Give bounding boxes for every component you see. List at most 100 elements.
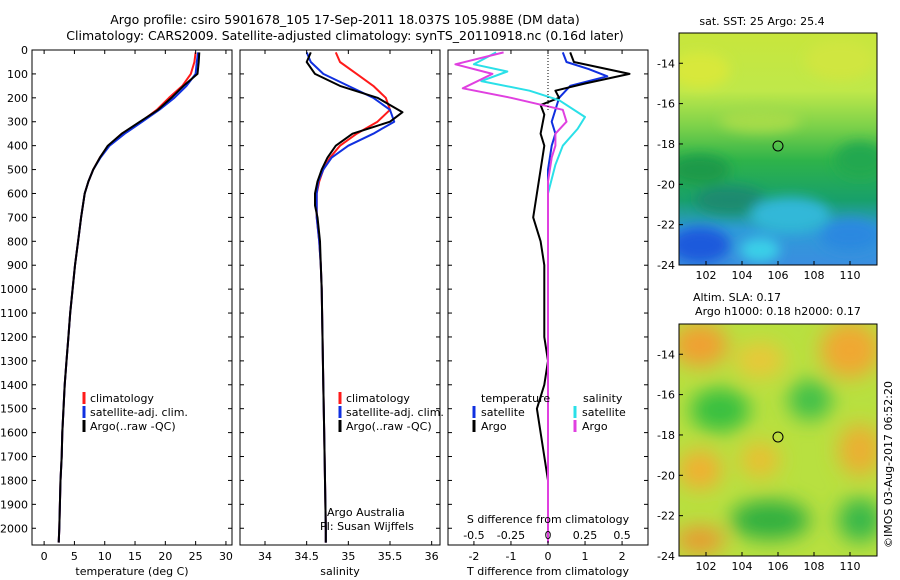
lat-tick-label: -20	[657, 178, 675, 191]
legend-temp-satellite-label: satellite	[481, 406, 525, 419]
x-tick-label: 35.5	[378, 550, 403, 563]
depth-tick-label: 200	[7, 92, 28, 105]
lon-tick-label: 110	[840, 560, 861, 573]
series-line-climatology	[57, 52, 197, 543]
depth-tick-label: 500	[7, 164, 28, 177]
difference-s-ticks: -0.5 -0.25 0 0.25 0.5	[463, 529, 631, 542]
x-tick-label: 36	[425, 550, 439, 563]
series-line-temperature-argo	[532, 52, 631, 543]
lat-tick-label: -18	[657, 429, 675, 442]
depth-tick-label: 1000	[0, 283, 28, 296]
depth-tick-label: 100	[7, 68, 28, 81]
legend-argo-label: Argo(..raw -QC)	[90, 420, 176, 433]
lon-tick-label: 106	[768, 560, 789, 573]
series-line-argo-raw-qc-	[57, 52, 201, 543]
lat-tick-label: -14	[657, 57, 675, 70]
s-difference-x-label: S difference from climatology	[467, 513, 630, 526]
depth-tick-label: 700	[7, 211, 28, 224]
legend-satellite-label: satellite-adj. clim.	[90, 406, 188, 419]
difference-series	[454, 51, 631, 543]
legend-salinity-header: salinity	[583, 392, 623, 405]
depth-tick-label: 1800	[0, 474, 28, 487]
difference-legend: temperature salinity satellite Argo sate…	[472, 392, 626, 433]
lon-tick-label: 102	[696, 560, 717, 573]
argo-location-marker	[772, 140, 784, 152]
depth-axis: 0 100 200 300 400 500 600 700 800 900 1000 1100 1200…	[0, 44, 648, 535]
sst-map: sat. SST: 25 Argo: 25.4 -14-16-18-20-22-…	[657, 15, 878, 282]
t-difference-x-label: T difference from climatology	[466, 565, 629, 578]
depth-tick-label: 0	[21, 44, 28, 57]
lon-tick-label: 108	[804, 560, 825, 573]
lat-tick-label: -24	[657, 550, 675, 563]
temperature-legend: climatology satellite-adj. clim. Argo(..…	[82, 392, 188, 433]
salinity-legend: climatology satellite-adj. clim. Argo(..…	[320, 392, 444, 533]
lon-tick-label: 104	[732, 269, 753, 282]
lon-tick-label: 102	[696, 269, 717, 282]
depth-tick-label: 400	[7, 140, 28, 153]
lat-tick-label: -24	[657, 259, 675, 272]
sst-map-title: sat. SST: 25 Argo: 25.4	[699, 15, 824, 28]
salinity-x-ticks: 34 34.5 35 35.5 36	[258, 50, 439, 563]
depth-tick-label: 900	[7, 259, 28, 272]
x-tick-label: -2	[468, 550, 479, 563]
x-tick-label: 2	[619, 550, 626, 563]
depth-tick-label: 1100	[0, 307, 28, 320]
x-tick-label: 25	[189, 550, 203, 563]
depth-tick-label: 1300	[0, 355, 28, 368]
s-difference-tick-label: 0	[545, 529, 552, 542]
sla-map: Altim. SLA: 0.17 Argo h1000: 0.18 h2000:…	[657, 291, 878, 573]
difference-x-ticks: -2 -1 0 1 2	[468, 50, 626, 563]
temperature-panel-frame	[31, 49, 233, 546]
lat-tick-label: -16	[657, 98, 675, 111]
legend-climatology-label: climatology	[346, 392, 410, 405]
salinity-series	[305, 51, 404, 543]
x-tick-label: 15	[128, 550, 142, 563]
depth-tick-label: 300	[7, 116, 28, 129]
lat-tick-label: -16	[657, 389, 675, 402]
depth-tick-label: 800	[7, 235, 28, 248]
temperature-x-label: temperature (deg C)	[75, 565, 188, 578]
x-tick-label: 35	[341, 550, 355, 563]
figure-title-line2: Climatology: CARS2009. Satellite-adjuste…	[66, 28, 623, 43]
x-tick-label: 0	[41, 550, 48, 563]
sla-map-title-line2: Argo h1000: 0.18 h2000: 0.17	[695, 305, 861, 318]
series-line-satellite-adj-clim-	[57, 52, 200, 543]
x-tick-label: 1	[582, 550, 589, 563]
x-tick-label: 34.5	[294, 550, 319, 563]
depth-tick-label: 1200	[0, 331, 28, 344]
salinity-annotation-line1: Argo Australia	[327, 506, 405, 519]
lon-tick-label: 108	[804, 269, 825, 282]
salinity-annotation-line2: PI: Susan Wijffels	[320, 520, 414, 533]
lat-tick-label: -22	[657, 510, 675, 523]
lat-tick-label: -22	[657, 219, 675, 232]
temperature-x-ticks: 0 5 10 15 20 25 30	[41, 50, 233, 563]
depth-tick-label: 1900	[0, 498, 28, 511]
series-line-argo-raw-qc-	[305, 52, 404, 543]
imos-timestamp: ©IMOS 03-Aug-2017 06:52:20	[882, 381, 895, 548]
series-line-salinity-argo	[454, 51, 568, 543]
x-tick-label: 20	[158, 550, 172, 563]
series-line-satellite-adj-clim-	[305, 52, 396, 543]
salinity-panel-frame	[239, 49, 441, 546]
legend-satellite-label: satellite-adj. clim.	[346, 406, 444, 419]
legend-sal-satellite-label: satellite	[582, 406, 626, 419]
x-tick-label: 34	[258, 550, 272, 563]
salinity-x-label: salinity	[320, 565, 360, 578]
lon-tick-label: 110	[840, 269, 861, 282]
lon-tick-label: 106	[768, 269, 789, 282]
sst-map-lon-ticks: 102 104 106 108 110	[696, 261, 861, 282]
depth-tick-label: 2000	[0, 522, 28, 535]
depth-tick-label: 1700	[0, 451, 28, 464]
depth-tick-label: 1400	[0, 379, 28, 392]
legend-temp-argo-label: Argo	[481, 420, 507, 433]
sla-map-lon-ticks: 102 104 106 108 110	[696, 552, 861, 573]
s-difference-tick-label: 0.5	[613, 529, 631, 542]
depth-tick-label: 1600	[0, 427, 28, 440]
sst-map-lat-ticks: -14 -16 -18 -20 -22 -24	[657, 57, 683, 272]
lat-tick-label: -20	[657, 469, 675, 482]
s-difference-tick-label: 0.25	[573, 529, 598, 542]
x-tick-label: 10	[98, 550, 112, 563]
legend-sal-argo-label: Argo	[582, 420, 608, 433]
lat-tick-label: -18	[657, 138, 675, 151]
